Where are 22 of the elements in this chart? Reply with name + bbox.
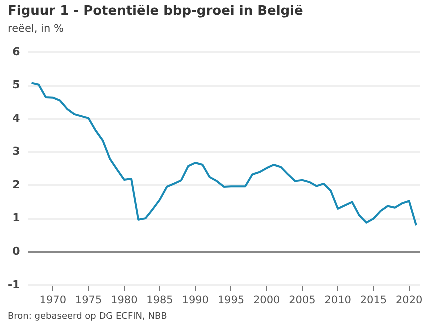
y-tick-label: 3 [12, 145, 20, 158]
y-tick-label: 4 [12, 112, 21, 125]
y-tick-label: 6 [12, 45, 21, 58]
y-tick-label: -1 [8, 278, 20, 292]
x-tick-label: 1970 [40, 294, 67, 306]
x-tick-label: 2000 [253, 294, 280, 306]
chart-subtitle: reëel, in % [8, 23, 64, 35]
text: Bron: gebaseerd op DG ECFIN, NBB [8, 312, 168, 322]
x-tick-label: 2015 [360, 294, 388, 306]
x-tick-label: 1990 [182, 294, 209, 306]
x-tick-label: 1980 [111, 294, 138, 306]
x-tick-label: 1995 [218, 294, 245, 306]
x-tick-label: 1985 [146, 294, 174, 306]
y-tick-label: 0 [12, 245, 21, 258]
x-tick-label: 1975 [75, 294, 102, 306]
chart-title: Figuur 1 - Potentiële bbp-groei in België [8, 4, 304, 19]
y-tick-label: 2 [12, 178, 20, 192]
x-tick-label: 2020 [396, 294, 423, 306]
x-tick-label: 2010 [324, 294, 352, 306]
y-tick-label: 1 [12, 212, 20, 225]
x-tick-label: 2005 [289, 294, 316, 306]
y-tick-label: 5 [12, 78, 20, 92]
